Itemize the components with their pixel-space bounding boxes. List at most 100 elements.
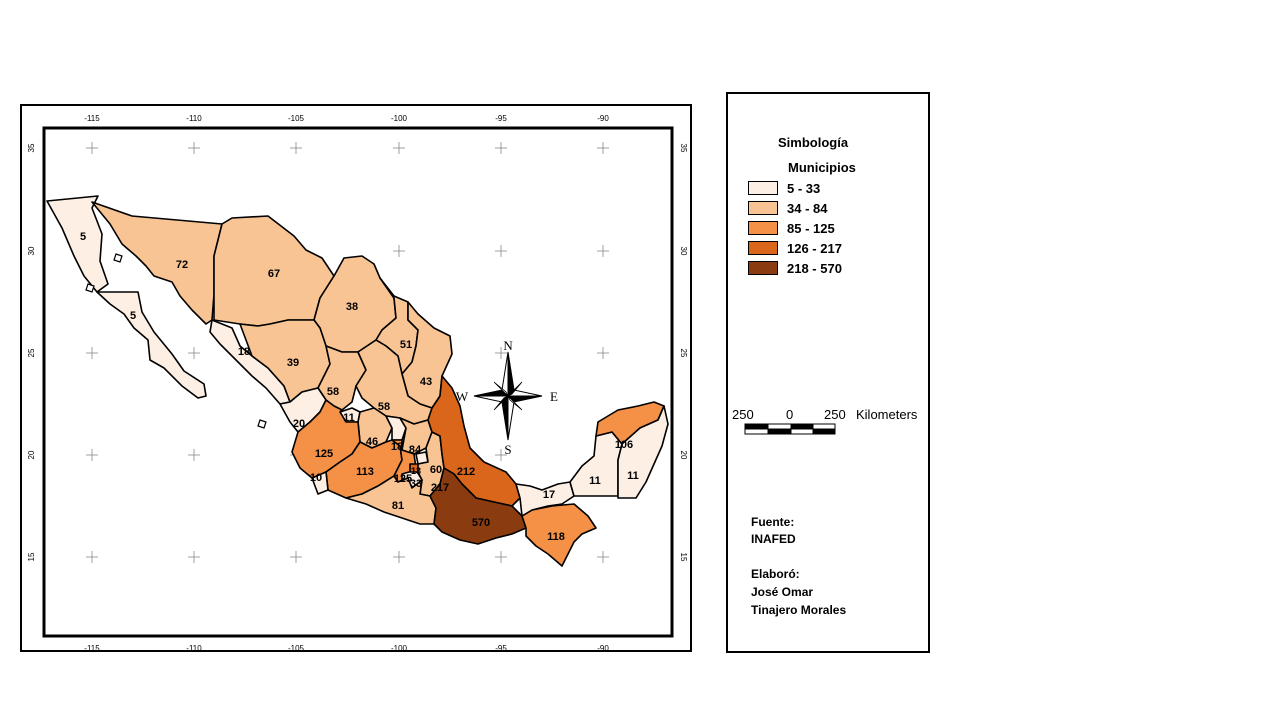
- legend-panel: Simbología Municipios 5 - 33 34 - 84 85 …: [726, 92, 930, 653]
- legend-swatch: [748, 221, 778, 235]
- lon-tick-bottom: -100: [391, 644, 408, 653]
- author-label: Elaboró:: [751, 567, 800, 581]
- north-arrow: N S E W: [456, 338, 558, 457]
- scale-segment: [812, 423, 836, 430]
- lon-tick-bottom: -90: [597, 644, 609, 653]
- lon-tick-top: -110: [186, 114, 202, 123]
- author-name-line1: José Omar: [751, 585, 814, 599]
- legend-label: 5 - 33: [787, 180, 821, 196]
- state-value-label: 18: [391, 441, 403, 453]
- lat-tick-right: 30: [679, 247, 688, 256]
- state-value-label: 84: [409, 444, 422, 456]
- state-value-label: 18: [238, 346, 250, 358]
- lon-tick-top: -100: [391, 114, 408, 123]
- state-value-label: 81: [392, 500, 404, 512]
- state-value-label: 20: [293, 418, 305, 430]
- state-value-label: 67: [268, 268, 280, 280]
- scale-segment: [812, 428, 836, 435]
- state-value-label: 58: [327, 386, 339, 398]
- author-name-line2: Tinajero Morales: [751, 603, 847, 617]
- lon-tick-bottom: -105: [288, 644, 305, 653]
- east-label: E: [550, 389, 558, 404]
- legend-title: Simbología: [778, 135, 849, 150]
- scale-segment: [767, 428, 792, 435]
- legend-item: 5 - 33: [748, 180, 820, 196]
- state-polygon: [617, 405, 669, 499]
- scale-left-label: 250: [732, 407, 754, 422]
- scale-segment: [744, 428, 769, 435]
- lat-tick-left: 35: [27, 143, 36, 152]
- lon-tick-bottom: -95: [495, 644, 507, 653]
- lon-tick-bottom: -115: [84, 644, 100, 653]
- state-value-label: 11: [343, 412, 355, 424]
- state-value-label: 212: [457, 466, 475, 478]
- legend-swatch: [748, 241, 778, 255]
- state-value-label: 5: [80, 231, 86, 243]
- legend-item: 126 - 217: [748, 240, 842, 256]
- lon-tick-bottom: -110: [186, 644, 202, 653]
- lon-tick-top: -95: [495, 114, 507, 123]
- mexico-map: -115 -110 -105 -100 -95 -90 -115 -110 -1…: [27, 114, 688, 653]
- state-value-label: 113: [356, 466, 374, 478]
- lat-tick-left: 25: [27, 348, 36, 357]
- lat-tick-right: 25: [679, 349, 688, 358]
- lat-tick-left: 30: [27, 246, 36, 255]
- scale-bar: 250 0 250 Kilometers: [732, 407, 918, 435]
- state-value-label: 125: [315, 448, 333, 460]
- state-value-label: 33: [410, 478, 422, 490]
- state-value-label: 217: [431, 482, 449, 494]
- legend-label: 218 - 570: [787, 260, 842, 276]
- legend-swatch: [748, 201, 778, 215]
- lon-tick-top: -115: [84, 114, 100, 123]
- lat-tick-right: 15: [679, 553, 688, 562]
- state-value-label: 570: [472, 517, 490, 529]
- legend-item: 85 - 125: [748, 220, 835, 236]
- state-value-label: 38: [346, 301, 358, 313]
- scale-segment: [790, 423, 814, 430]
- state-value-label: 72: [176, 259, 188, 271]
- legend-item: 34 - 84: [748, 200, 827, 216]
- legend-label: 34 - 84: [787, 200, 828, 216]
- state-value-label: 11: [627, 470, 639, 482]
- legend-item: 218 - 570: [748, 260, 842, 276]
- state-polygon: [345, 475, 437, 525]
- lat-tick-right: 20: [679, 451, 688, 460]
- state-value-label: 17: [543, 489, 555, 501]
- scale-right-label: 250: [824, 407, 846, 422]
- state-polygon: [311, 471, 329, 495]
- source-label: Fuente:: [751, 515, 795, 529]
- state-value-label: 5: [130, 310, 136, 322]
- scale-segment: [744, 423, 769, 430]
- island: [85, 283, 95, 293]
- lat-tick-left: 15: [27, 552, 36, 561]
- state-value-label: 43: [420, 376, 432, 388]
- state-value-label: 46: [366, 436, 378, 448]
- scale-unit-label: Kilometers: [856, 407, 918, 422]
- state-value-label: 60: [430, 464, 442, 476]
- island: [113, 253, 123, 263]
- scale-mid-label: 0: [786, 407, 793, 422]
- state-value-label: 118: [547, 531, 565, 543]
- state-value-label: 39: [287, 357, 299, 369]
- state-value-label: 125: [394, 473, 412, 485]
- scale-segment: [790, 428, 814, 435]
- state-polygon: [515, 481, 575, 517]
- map-frame: -115 -110 -105 -100 -95 -90 -115 -110 -1…: [20, 104, 692, 653]
- state-value-label: 11: [589, 475, 601, 487]
- lon-tick-top: -90: [597, 114, 609, 123]
- state-polygon: [96, 291, 207, 399]
- state-polygon: [291, 399, 361, 479]
- lat-tick-left: 20: [27, 450, 36, 459]
- west-label: W: [456, 389, 469, 404]
- state-value-label: 51: [400, 339, 412, 351]
- state-value-label: 58: [378, 401, 390, 413]
- lat-tick-right: 35: [679, 144, 688, 153]
- north-label: N: [503, 338, 513, 353]
- legend-swatch: [748, 181, 778, 195]
- island: [257, 419, 267, 429]
- scale-segment: [767, 423, 792, 430]
- state-value-label: 10: [310, 472, 322, 484]
- state-value-label: 106: [615, 439, 633, 451]
- legend-label: 126 - 217: [787, 240, 842, 256]
- source-value: INAFED: [751, 532, 796, 546]
